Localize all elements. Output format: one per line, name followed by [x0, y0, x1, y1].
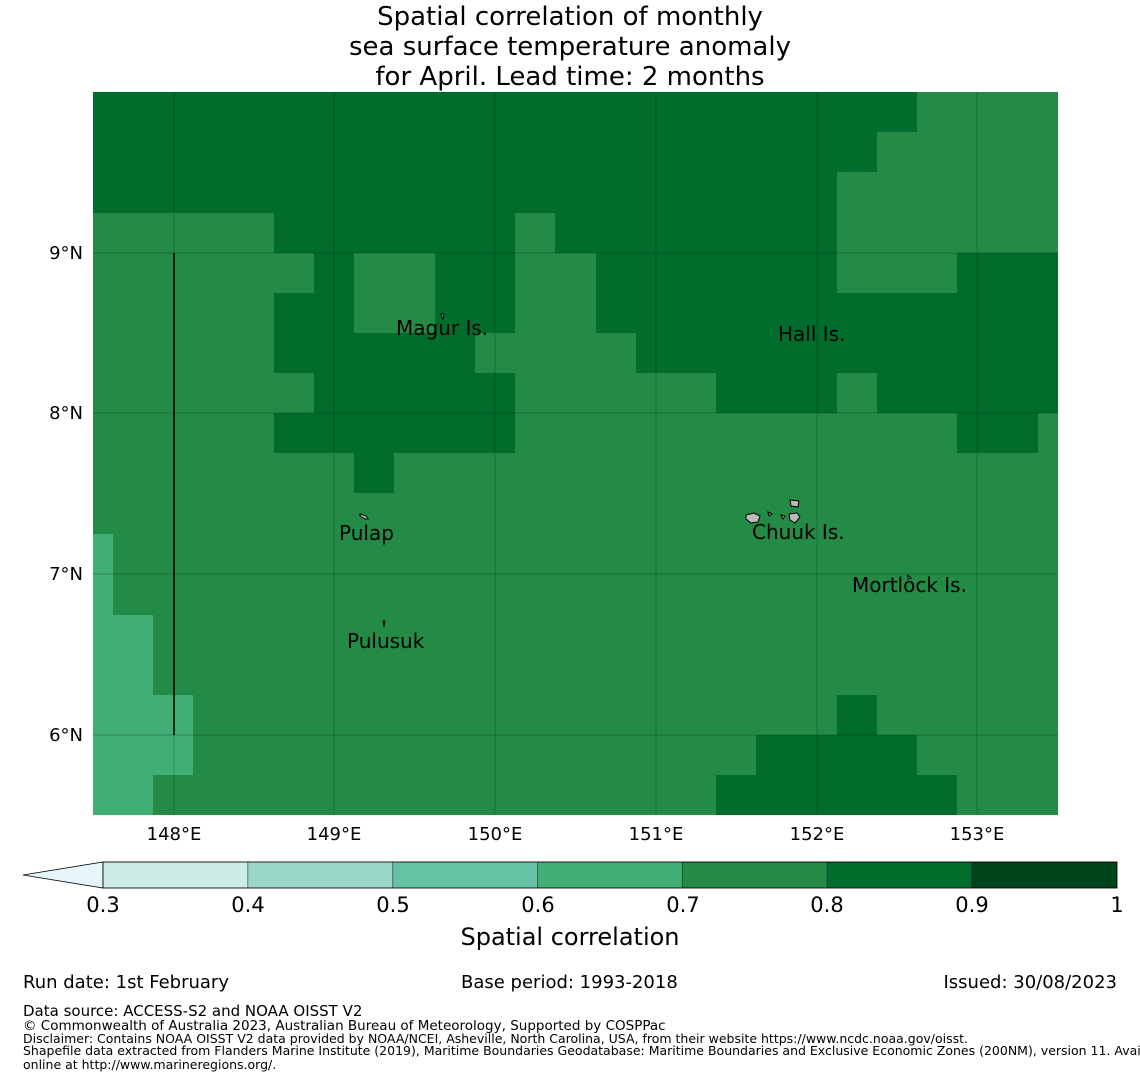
colorbar-swatch	[537, 861, 683, 889]
colorbar-swatch	[826, 861, 973, 889]
place-label-magur: Magur Is.	[396, 316, 488, 340]
colorbar-tick-label: 0.9	[955, 893, 988, 917]
place-label-hall: Hall Is.	[778, 322, 845, 346]
y-tick-label: 9°N	[49, 243, 83, 264]
colorbar-label: Spatial correlation	[460, 923, 679, 951]
place-label-pulap: Pulap	[339, 521, 394, 545]
cells-06-07	[93, 534, 193, 815]
y-axis-labels: 9°N 8°N 7°N 6°N	[49, 243, 83, 746]
colorbar-swatch	[247, 861, 394, 889]
colorbar-swatch	[102, 861, 249, 889]
issued-date: Issued: 30/08/2023	[943, 972, 1117, 993]
place-label-chuuk: Chuuk Is.	[752, 520, 845, 544]
disclaimer: Disclaimer: Contains NOAA OISST V2 data …	[23, 1031, 968, 1046]
graticule	[93, 92, 1058, 815]
correlation-map: Magur Is. Hall Is. Pulap Chuuk Is. Mortl…	[22, 92, 1124, 951]
x-tick-label: 148°E	[147, 824, 202, 845]
colorbar-swatch	[971, 861, 1118, 889]
colorbar-tick-label: 0.4	[231, 893, 264, 917]
colorbar-tick-label: 0.3	[86, 893, 119, 917]
x-axis-labels: 148°E 149°E 150°E 151°E 152°E 153°E	[147, 824, 1005, 845]
place-label-pulusuk: Pulusuk	[347, 629, 425, 653]
title-line-3: for April. Lead time: 2 months	[375, 62, 765, 92]
colorbar-tick-label: 0.8	[810, 893, 843, 917]
y-tick-label: 6°N	[49, 725, 83, 746]
shapefile-credit-line-1: Shapefile data extracted from Flanders M…	[23, 1043, 1140, 1058]
y-tick-label: 7°N	[49, 564, 83, 585]
chart-title: Spatial correlation of monthly sea surfa…	[0, 2, 1140, 92]
colorbar-tick-label: 0.6	[521, 893, 554, 917]
colorbar-swatches	[102, 861, 1118, 889]
colorbar-tick-label: 1	[1110, 893, 1123, 917]
run-date: Run date: 1st February	[23, 972, 229, 993]
y-tick-label: 8°N	[49, 403, 83, 424]
colorbar-under-arrow	[22, 861, 104, 889]
shapefile-credit-line-2: online at http://www.marineregions.org/.	[23, 1057, 277, 1072]
island-shapes	[359, 313, 912, 628]
colorbar-frame	[102, 861, 1118, 889]
copyright: © Commonwealth of Australia 2023, Austra…	[23, 1018, 666, 1034]
place-label-mortlock: Mortlock Is.	[852, 573, 967, 597]
cells-08-09	[93, 92, 1058, 815]
colorbar: 0.3 0.4 0.5 0.6 0.7 0.8 0.9 1 Spatial co…	[22, 861, 1124, 951]
colorbar-swatch	[392, 861, 539, 889]
colorbar-tick-label: 0.7	[666, 893, 699, 917]
x-tick-label: 152°E	[790, 824, 845, 845]
data-source: Data source: ACCESS-S2 and NOAA OISST V2	[23, 1002, 363, 1020]
colorbar-swatch	[681, 861, 828, 889]
x-tick-label: 151°E	[629, 824, 684, 845]
colorbar-tick-label: 0.5	[376, 893, 409, 917]
x-tick-label: 153°E	[950, 824, 1005, 845]
base-period: Base period: 1993-2018	[461, 972, 678, 993]
x-tick-label: 149°E	[307, 824, 362, 845]
title-line-1: Spatial correlation of monthly	[377, 2, 763, 32]
x-tick-label: 150°E	[468, 824, 523, 845]
title-line-2: sea surface temperature anomaly	[349, 32, 791, 62]
